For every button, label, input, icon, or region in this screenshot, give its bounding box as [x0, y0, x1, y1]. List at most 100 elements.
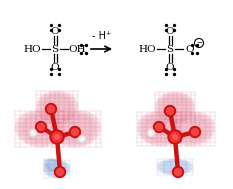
- Ellipse shape: [44, 159, 62, 171]
- Ellipse shape: [145, 118, 173, 140]
- Ellipse shape: [57, 114, 97, 144]
- Ellipse shape: [140, 114, 178, 144]
- Ellipse shape: [160, 160, 191, 174]
- Circle shape: [79, 136, 86, 143]
- Ellipse shape: [158, 94, 192, 120]
- Ellipse shape: [44, 160, 70, 178]
- Ellipse shape: [156, 93, 194, 121]
- Ellipse shape: [45, 159, 61, 171]
- Ellipse shape: [60, 116, 94, 142]
- Ellipse shape: [157, 94, 193, 121]
- Ellipse shape: [155, 92, 195, 122]
- Circle shape: [48, 105, 55, 112]
- Ellipse shape: [21, 115, 57, 143]
- Text: O: O: [166, 63, 174, 71]
- Ellipse shape: [138, 113, 180, 145]
- Ellipse shape: [162, 161, 188, 173]
- Ellipse shape: [41, 95, 73, 119]
- Ellipse shape: [43, 97, 71, 117]
- Ellipse shape: [38, 93, 76, 121]
- Ellipse shape: [47, 162, 67, 176]
- Ellipse shape: [46, 160, 60, 170]
- Ellipse shape: [16, 112, 62, 146]
- Ellipse shape: [47, 161, 59, 169]
- Text: HO: HO: [23, 44, 41, 53]
- Ellipse shape: [143, 116, 175, 142]
- Circle shape: [175, 169, 182, 176]
- Ellipse shape: [157, 159, 193, 175]
- Text: OH: OH: [68, 44, 86, 53]
- Ellipse shape: [160, 96, 190, 118]
- Ellipse shape: [40, 94, 74, 120]
- Ellipse shape: [54, 112, 100, 146]
- Ellipse shape: [59, 115, 95, 143]
- Circle shape: [38, 123, 45, 130]
- Text: O: O: [51, 26, 59, 36]
- Ellipse shape: [161, 161, 189, 173]
- Ellipse shape: [144, 117, 174, 141]
- Ellipse shape: [15, 111, 63, 147]
- Circle shape: [189, 126, 201, 138]
- Circle shape: [80, 137, 84, 141]
- Ellipse shape: [158, 160, 192, 174]
- Circle shape: [167, 108, 174, 115]
- Ellipse shape: [47, 160, 59, 170]
- Ellipse shape: [45, 161, 69, 177]
- Ellipse shape: [53, 111, 101, 147]
- Ellipse shape: [162, 97, 188, 117]
- Ellipse shape: [24, 117, 55, 141]
- Ellipse shape: [19, 114, 59, 144]
- Circle shape: [52, 132, 62, 142]
- Circle shape: [56, 169, 64, 176]
- Ellipse shape: [178, 117, 208, 141]
- Ellipse shape: [172, 113, 214, 145]
- Circle shape: [55, 167, 65, 177]
- Circle shape: [154, 122, 164, 132]
- Circle shape: [31, 131, 35, 135]
- Circle shape: [69, 126, 80, 138]
- Ellipse shape: [179, 118, 207, 140]
- Ellipse shape: [171, 112, 215, 146]
- Ellipse shape: [55, 113, 99, 145]
- Circle shape: [35, 122, 47, 132]
- Text: O: O: [166, 26, 174, 36]
- Ellipse shape: [42, 96, 72, 118]
- Ellipse shape: [141, 115, 176, 143]
- Circle shape: [147, 129, 154, 136]
- Ellipse shape: [137, 112, 181, 146]
- Ellipse shape: [48, 163, 65, 175]
- Ellipse shape: [39, 93, 75, 121]
- Text: O: O: [51, 63, 59, 71]
- Circle shape: [172, 135, 178, 139]
- Circle shape: [155, 123, 162, 130]
- Circle shape: [45, 104, 56, 115]
- Ellipse shape: [45, 160, 61, 170]
- Ellipse shape: [161, 97, 189, 118]
- Circle shape: [50, 130, 64, 144]
- Circle shape: [149, 131, 153, 135]
- Ellipse shape: [139, 114, 179, 144]
- Text: O: O: [186, 44, 194, 53]
- Circle shape: [168, 130, 182, 144]
- Ellipse shape: [20, 114, 58, 144]
- Ellipse shape: [159, 95, 191, 119]
- Ellipse shape: [62, 117, 93, 141]
- Ellipse shape: [36, 91, 78, 123]
- Ellipse shape: [22, 116, 56, 142]
- Text: S: S: [166, 44, 174, 53]
- Ellipse shape: [46, 161, 68, 177]
- Circle shape: [172, 167, 184, 177]
- Circle shape: [170, 132, 180, 142]
- Circle shape: [55, 135, 59, 139]
- Ellipse shape: [175, 114, 212, 144]
- Circle shape: [192, 129, 199, 136]
- Text: −: −: [196, 40, 202, 46]
- Ellipse shape: [175, 115, 210, 143]
- Ellipse shape: [48, 163, 66, 175]
- Text: HO: HO: [138, 44, 156, 53]
- Ellipse shape: [177, 116, 209, 142]
- Text: S: S: [51, 44, 58, 53]
- Circle shape: [164, 105, 175, 116]
- Ellipse shape: [173, 114, 213, 144]
- Circle shape: [72, 129, 79, 136]
